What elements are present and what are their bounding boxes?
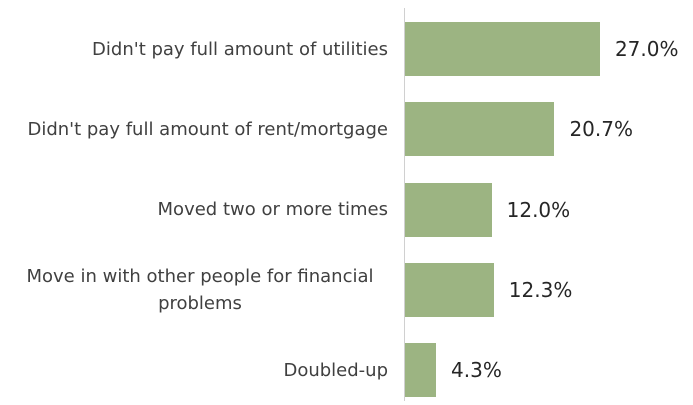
- value-label: 12.3%: [508, 277, 573, 302]
- category-label: Move in with other people for financial …: [26, 265, 374, 314]
- bar: [405, 262, 494, 317]
- bar: [405, 343, 437, 398]
- category-axis: [404, 8, 405, 401]
- value-label: 12.0%: [506, 197, 571, 222]
- category-label: Didn't pay full amount of utilities: [92, 38, 388, 60]
- category-label-row: Moved two or more times: [8, 180, 388, 240]
- bar: [405, 22, 600, 76]
- value-label: 27.0%: [614, 37, 679, 61]
- category-label-row: Doubled-up: [8, 340, 388, 400]
- value-label: 20.7%: [569, 117, 633, 142]
- bar: [405, 182, 492, 237]
- category-label-row: Didn't pay full amount of rent/mortgage: [8, 99, 388, 159]
- value-label: 4.3%: [451, 358, 502, 383]
- category-label: Moved two or more times: [157, 199, 388, 221]
- category-label-row: Move in with other people for financial …: [8, 260, 388, 320]
- category-label-row: Didn't pay full amount of utilities: [8, 19, 388, 79]
- category-label: Didn't pay full amount of rent/mortgage: [27, 118, 388, 140]
- category-label: Doubled-up: [283, 359, 388, 381]
- bar: [405, 102, 555, 157]
